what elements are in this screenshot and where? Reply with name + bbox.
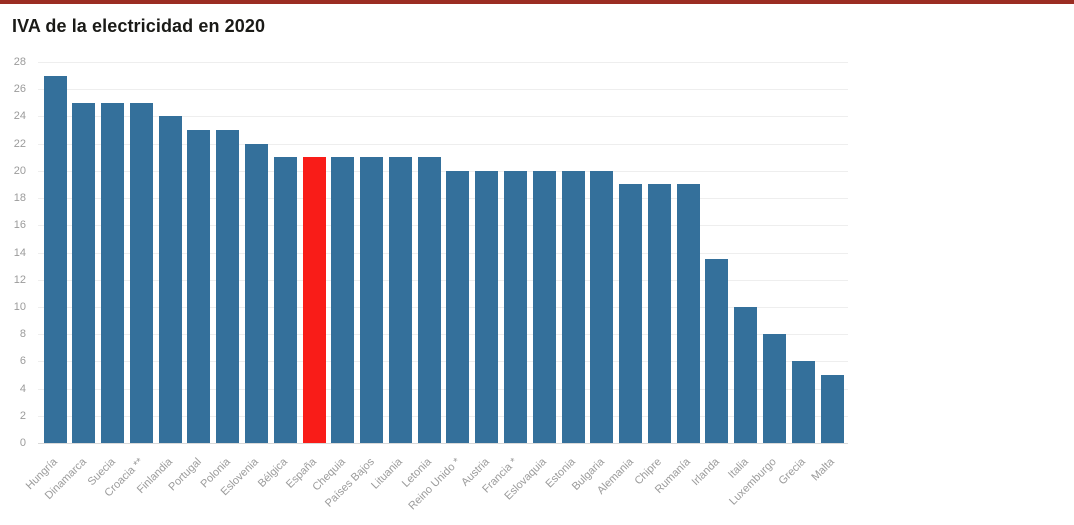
bar-finlandia[interactable] xyxy=(158,116,182,443)
bar-irlanda[interactable] xyxy=(705,259,729,443)
bar-chipre[interactable] xyxy=(647,184,671,443)
y-axis-tick-label: 14 xyxy=(13,246,26,259)
gridline xyxy=(38,252,848,254)
bar-suecia[interactable] xyxy=(101,102,125,443)
gridline xyxy=(38,116,848,118)
bar-italia[interactable] xyxy=(734,306,758,443)
bar-letonia[interactable] xyxy=(417,157,441,443)
bar-luxemburgo[interactable] xyxy=(762,334,786,443)
y-axis-tick-label: 18 xyxy=(13,192,26,205)
bar-malta[interactable] xyxy=(820,374,844,443)
y-axis-tick-label: 12 xyxy=(13,273,26,286)
bar-chart-plot-area: Hungría Dinamarca Suecia Croacia ** Finlandi… xyxy=(24,62,848,512)
bar-hungria[interactable] xyxy=(43,75,67,443)
bar-lituania[interactable] xyxy=(388,157,412,443)
y-axis-tick-label: 2 xyxy=(19,409,26,422)
bar-croacia[interactable] xyxy=(129,102,153,443)
gridline xyxy=(38,170,848,172)
y-axis-tick-label: 26 xyxy=(13,83,26,96)
y-axis-tick-label: 22 xyxy=(13,137,26,150)
y-axis: 0 2 4 6 8 10 12 14 16 18 20 22 24 26 28 xyxy=(0,56,30,449)
gridline xyxy=(38,388,848,390)
bar-eslovaquia[interactable] xyxy=(532,170,556,443)
y-axis-tick-label: 20 xyxy=(13,164,26,177)
bar-austria[interactable] xyxy=(475,170,499,443)
chart-title: IVA de la electricidad en 2020 xyxy=(12,16,266,36)
gridline xyxy=(38,306,848,308)
bar-rumania[interactable] xyxy=(676,184,700,443)
bar-alemania[interactable] xyxy=(619,184,643,443)
y-axis-tick-label: 10 xyxy=(13,300,26,313)
bar-eslovenia[interactable] xyxy=(244,143,268,443)
y-axis-tick-label: 4 xyxy=(19,382,26,395)
gridline xyxy=(38,279,848,281)
gridline xyxy=(38,415,848,417)
x-axis-baseline xyxy=(38,443,848,444)
bar-chequia[interactable] xyxy=(331,157,355,443)
y-axis-tick-label: 0 xyxy=(19,437,26,449)
bar-estonia[interactable] xyxy=(561,170,585,443)
gridline xyxy=(38,62,848,63)
bar-belgica[interactable] xyxy=(273,157,297,443)
y-axis-tick-label: 8 xyxy=(19,328,26,341)
y-axis-tick-label: 6 xyxy=(19,355,26,368)
y-axis-tick-label: 16 xyxy=(13,219,26,232)
bar-polonia[interactable] xyxy=(216,130,240,443)
gridline xyxy=(38,198,848,200)
bar-francia[interactable] xyxy=(503,170,527,443)
y-axis-tick-label: 28 xyxy=(13,56,26,68)
bar-reino-unido[interactable] xyxy=(446,170,470,443)
bar-bulgaria[interactable] xyxy=(590,170,614,443)
top-accent-bar xyxy=(0,0,1074,4)
gridline xyxy=(38,143,848,145)
gridline xyxy=(38,334,848,336)
bar-dinamarca[interactable] xyxy=(72,102,96,443)
bar-grecia[interactable] xyxy=(791,361,815,443)
bar-portugal[interactable] xyxy=(187,130,211,443)
gridline xyxy=(38,225,848,227)
bar-espana[interactable] xyxy=(302,157,326,443)
y-axis-tick-label: 24 xyxy=(13,110,26,123)
gridline xyxy=(38,361,848,363)
gridline xyxy=(38,89,848,91)
bar-paises-bajos[interactable] xyxy=(360,157,384,443)
